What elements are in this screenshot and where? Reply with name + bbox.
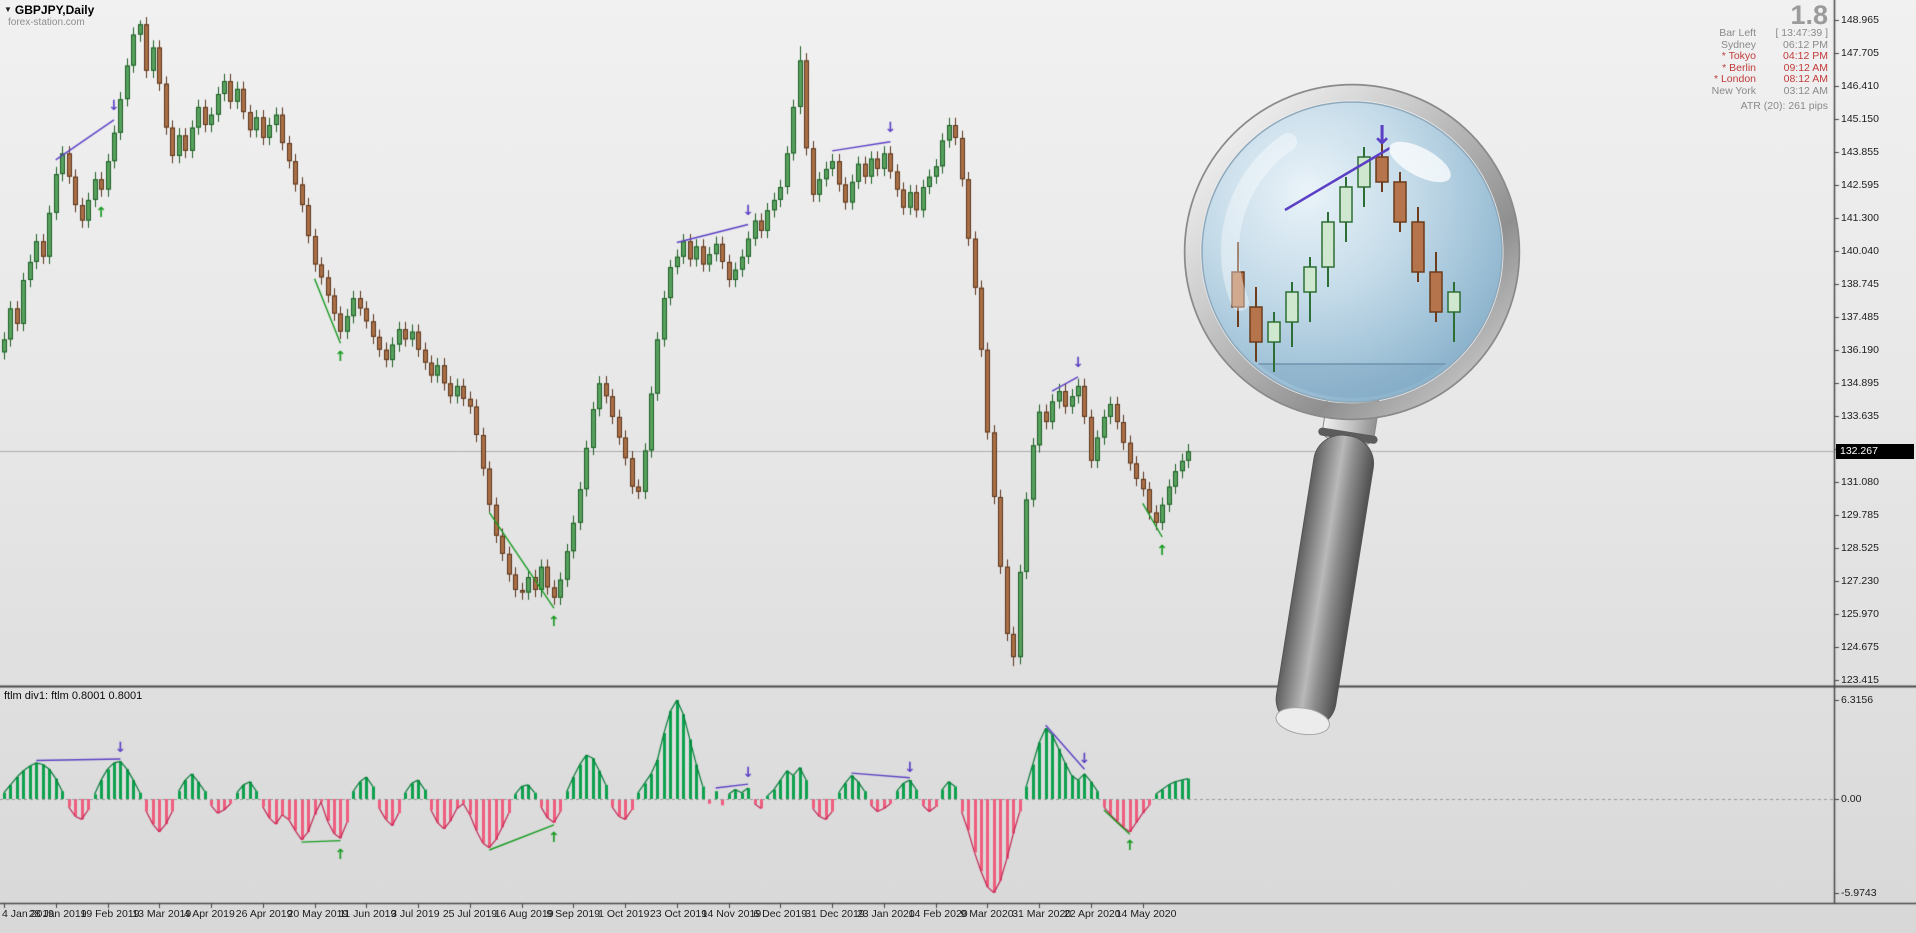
date-axis-label: 19 Feb 2019 [80, 908, 140, 920]
svg-text:↓: ↓ [1371, 121, 1393, 151]
indicator-zero-label: 0.00 [1841, 793, 1862, 805]
date-axis-label: 23 Jan 2020 [856, 908, 915, 920]
price-axis-label: 134.895 [1841, 377, 1879, 389]
date-axis-label: 4 Apr 2019 [184, 908, 235, 920]
date-axis-label: 3 Jul 2019 [391, 908, 440, 920]
atr-label: ATR (20): 261 pips [1740, 100, 1828, 112]
current-price-badge: 132.267 [1836, 444, 1914, 459]
magnifier-graphic: ↓ [1183, 83, 1521, 736]
session-label: * Berlin [1722, 61, 1756, 74]
price-axis-label: 136.190 [1841, 344, 1879, 356]
date-axis-label: 14 Feb 2020 [908, 908, 968, 920]
date-axis-label: 9 Sep 2019 [546, 908, 601, 920]
session-row-berlin: * Berlin 09:12 AM [1712, 61, 1828, 75]
indicator-name-label: ftlm div1: ftlm 0.8001 0.8001 [4, 690, 143, 702]
price-axis-label: 131.080 [1841, 476, 1879, 488]
session-time: [ 13:47:39 ] [1775, 27, 1828, 39]
price-axis-label: 141.300 [1841, 212, 1879, 224]
price-axis-label: 127.230 [1841, 575, 1879, 587]
symbol-period-label: GBPJPY,Daily [14, 3, 95, 17]
session-label: New York [1711, 84, 1756, 97]
magnified-candles [1231, 142, 1461, 372]
session-row-barleft: Bar Left [ 13:47:39 ] [1712, 27, 1828, 40]
date-axis-label: 26 Apr 2019 [235, 908, 293, 920]
date-axis-label: 11 Jun 2019 [339, 908, 397, 920]
date-axis-label: 9 Mar 2020 [960, 908, 1014, 920]
chart-title: ▼ GBPJPY,Daily [4, 3, 94, 17]
date-axis-label: 31 Mar 2020 [1012, 908, 1072, 920]
session-label: Bar Left [1719, 27, 1756, 39]
price-axis-label: 124.675 [1841, 641, 1879, 653]
date-axis-label: 31 Dec 2019 [805, 908, 865, 920]
price-axis-label: 133.635 [1841, 410, 1879, 422]
date-axis-label: 14 Nov 2019 [701, 908, 762, 920]
session-label: Sydney [1720, 38, 1756, 51]
session-rows: Bar Left[ 13:47:39 ] Sydney 06:12 PM * Toky… [1711, 27, 1828, 98]
date-axis-label: 13 Mar 2019 [132, 908, 192, 920]
indicator-max-label: 6.3156 [1841, 694, 1874, 706]
session-label: * London [1713, 73, 1756, 85]
price-axis-label: 143.855 [1841, 146, 1879, 158]
date-axis-label: 23 Oct 2019 [649, 908, 708, 920]
price-axis-label: 128.525 [1841, 542, 1879, 554]
indicator-min-label: -5.9743 [1841, 887, 1877, 899]
price-axis-label: 137.485 [1841, 311, 1879, 323]
magnified-divergence: ↓ [1284, 121, 1393, 212]
price-axis-label: 125.970 [1841, 608, 1879, 620]
price-axis-label: 145.150 [1841, 113, 1879, 125]
session-row-newyork: New York 03:12 AM [1711, 84, 1828, 98]
session-time: 04:12 PM [1783, 50, 1828, 62]
date-axis-label: 1 Oct 2019 [598, 908, 650, 920]
date-axis-label: 22 Apr 2020 [1063, 908, 1121, 920]
magnifier-glass: ↓ [1183, 83, 1521, 421]
session-clock-panel: 1.8 Bar Left[ 13:47:39 ] Sydney 06:12 PM * … [1711, 0, 1828, 113]
session-row-sydney: Sydney 06:12 PM [1712, 38, 1828, 52]
price-axis-label: 146.410 [1841, 80, 1879, 92]
price-axis-label: 138.745 [1841, 278, 1879, 290]
session-row-london: * London 08:12 AM [1712, 73, 1828, 86]
price-axis-label: 148.965 [1841, 14, 1879, 26]
date-axis-label: 25 Jul 2019 [442, 908, 498, 920]
session-label: * Tokyo [1721, 50, 1756, 62]
date-axis-label: 16 Aug 2019 [494, 908, 554, 920]
date-axis-label: 28 Jan 2019 [28, 908, 87, 920]
session-row-tokyo: * Tokyo 04:12 PM [1712, 50, 1828, 63]
date-axis-label: 20 May 2019 [287, 908, 349, 920]
price-axis-label: 129.785 [1841, 509, 1879, 521]
chart-dropdown-icon[interactable]: ▼ [4, 5, 12, 14]
session-time: 08:12 AM [1783, 73, 1828, 85]
price-axis-label: 147.705 [1841, 47, 1879, 59]
spread-value: 1.8 [1790, 0, 1828, 30]
watermark: forex-station.com [8, 17, 85, 28]
price-axis-label: 123.415 [1841, 674, 1879, 686]
session-time: 03:12 AM [1783, 84, 1828, 97]
session-time: 09:12 AM [1783, 61, 1828, 74]
price-axis-label: 142.595 [1841, 179, 1879, 191]
price-axis-label: 140.040 [1841, 245, 1879, 257]
date-axis-label: 6 Dec 2019 [753, 908, 808, 920]
session-time: 06:12 PM [1783, 38, 1828, 51]
date-axis-label: 4 Jan 2019 [2, 908, 54, 920]
date-axis-label: 14 May 2020 [1115, 908, 1177, 920]
magnifier-handle [1275, 388, 1380, 736]
